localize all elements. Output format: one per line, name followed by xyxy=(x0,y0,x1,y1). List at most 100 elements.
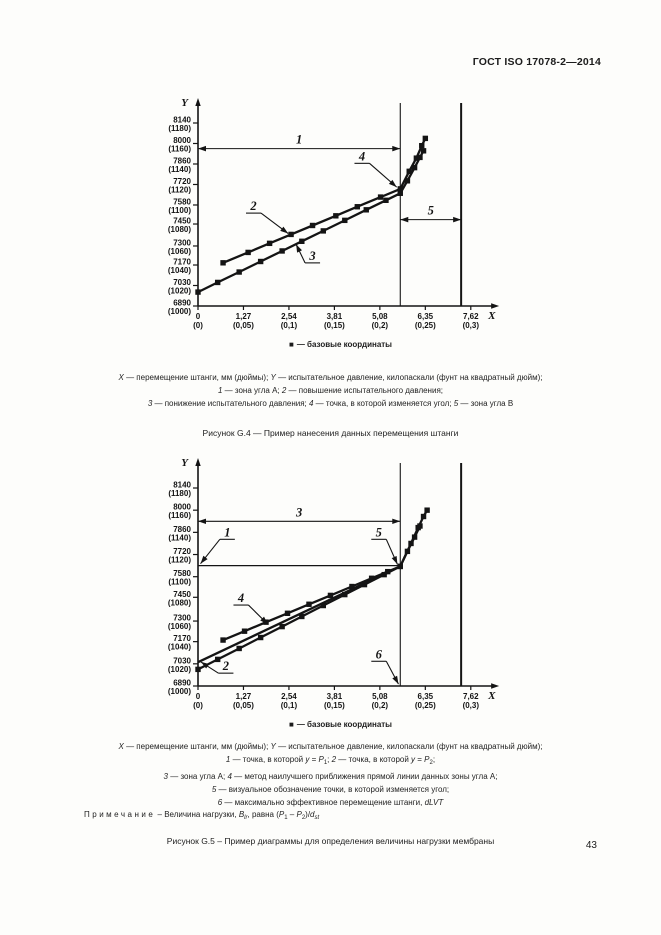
svg-text:(0): (0) xyxy=(193,701,203,710)
page-number: 43 xyxy=(585,840,597,851)
svg-text:(1180): (1180) xyxy=(168,489,191,498)
svg-text:0: 0 xyxy=(196,692,201,701)
svg-text:(1040): (1040) xyxy=(168,643,191,652)
caption-line: 1 — точка, в которой y = P1; 2 — точка, … xyxy=(225,755,436,766)
svg-text:(1160): (1160) xyxy=(168,144,191,153)
axes: Y X 8140(1180) 8000(1160) 7860(1140) 7720(112… xyxy=(168,97,500,330)
svg-text:(0,3): (0,3) xyxy=(463,321,480,330)
svg-text:1,27: 1,27 xyxy=(236,312,252,321)
svg-text:4: 4 xyxy=(358,149,365,163)
series-3 xyxy=(197,565,401,664)
figure-g4-chart: Y X 8140(1180) 8000(1160) 7860(1140) 7720(112… xyxy=(168,97,500,330)
figure-g5-title: Рисунок G.5 – Пример диаграммы для опред… xyxy=(166,836,495,846)
figure-g5-legend: ■ — базовые координаты xyxy=(148,720,533,729)
svg-text:(0,2): (0,2) xyxy=(372,701,389,710)
svg-text:8140: 8140 xyxy=(173,116,191,125)
svg-text:2: 2 xyxy=(222,659,229,673)
caption-line: X — перемещение штанги, мм (дюймы); Y — … xyxy=(118,742,543,751)
svg-text:1: 1 xyxy=(296,133,302,147)
svg-text:7450: 7450 xyxy=(173,217,191,226)
figure-g4-legend: ■ — базовые координаты xyxy=(148,340,533,349)
figure-g4-caption: X — перемещение штанги, мм (дюймы); Y — … xyxy=(0,371,661,410)
caption-line: 1 — зона угла А; 2 — повышение испытател… xyxy=(217,386,443,395)
svg-text:3: 3 xyxy=(308,249,315,263)
svg-text:Y: Y xyxy=(181,457,189,469)
annotations: 1 5 2 3 4 xyxy=(198,133,462,264)
caption-line: 5 — визуальное обозначение точки, в кото… xyxy=(211,785,450,794)
svg-text:(1140): (1140) xyxy=(168,533,191,542)
svg-text:(1060): (1060) xyxy=(168,622,191,631)
svg-text:7860: 7860 xyxy=(173,156,191,165)
svg-text:5: 5 xyxy=(376,525,382,539)
svg-text:1: 1 xyxy=(224,525,230,539)
figure-g4: Y X 8140 (1180) 8000 (1160) 7860 (1140) 7720 (112… xyxy=(148,93,533,349)
svg-text:(1100): (1100) xyxy=(168,578,191,587)
svg-text:2,54: 2,54 xyxy=(281,312,297,321)
svg-text:7450: 7450 xyxy=(173,590,191,599)
svg-text:7580: 7580 xyxy=(173,569,191,578)
svg-text:1,27: 1,27 xyxy=(236,692,252,701)
svg-text:7030: 7030 xyxy=(173,656,191,665)
svg-text:(0,3): (0,3) xyxy=(463,701,480,710)
svg-text:X: X xyxy=(487,690,496,702)
svg-text:6,35: 6,35 xyxy=(418,692,434,701)
axes: Y X 8140(1180) 8000(1160) 7860(1140) 7720(112… xyxy=(168,457,500,710)
svg-text:(1040): (1040) xyxy=(168,266,191,275)
svg-text:7720: 7720 xyxy=(173,177,191,186)
figure-g5-chart: Y X 8140(1180) 8000(1160) 7860(1140) 7720(112… xyxy=(168,457,500,710)
svg-text:8140: 8140 xyxy=(173,481,191,490)
series-1 xyxy=(220,507,430,643)
svg-text:(0,1): (0,1) xyxy=(281,321,298,330)
svg-text:6890: 6890 xyxy=(173,679,191,688)
svg-text:(1120): (1120) xyxy=(168,185,191,194)
svg-text:8000: 8000 xyxy=(173,503,191,512)
svg-text:3: 3 xyxy=(295,505,302,519)
svg-text:5,08: 5,08 xyxy=(372,692,388,701)
svg-text:(0,15): (0,15) xyxy=(324,321,345,330)
figure-g4-legend-label: — базовые координаты xyxy=(296,340,393,349)
figure-g4-title: Рисунок G.4 — Пример нанесения данных пе… xyxy=(202,428,459,438)
figure-g5-legend-label: — базовые координаты xyxy=(296,720,393,729)
svg-text:5,08: 5,08 xyxy=(372,312,388,321)
svg-text:(1060): (1060) xyxy=(168,247,191,256)
svg-text:(0): (0) xyxy=(193,321,203,330)
caption-line: 3 — понижение испытательного давления; 4… xyxy=(147,399,514,408)
svg-text:(1160): (1160) xyxy=(168,511,191,520)
svg-text:7,62: 7,62 xyxy=(463,692,479,701)
svg-text:4: 4 xyxy=(237,591,244,605)
svg-text:(0,05): (0,05) xyxy=(233,321,254,330)
series-1 xyxy=(220,135,429,266)
svg-text:(1120): (1120) xyxy=(168,556,191,565)
svg-text:7170: 7170 xyxy=(173,634,191,643)
svg-text:7300: 7300 xyxy=(173,614,191,623)
svg-text:(0,25): (0,25) xyxy=(415,701,436,710)
svg-text:6,35: 6,35 xyxy=(418,312,434,321)
caption-line: 6 — максимально эффективное перемещение … xyxy=(217,798,444,807)
svg-text:(0,05): (0,05) xyxy=(233,701,254,710)
reference-lines xyxy=(399,103,463,306)
svg-text:2,54: 2,54 xyxy=(281,692,297,701)
svg-text:(1100): (1100) xyxy=(168,206,191,215)
svg-text:7580: 7580 xyxy=(173,197,191,206)
svg-text:0: 0 xyxy=(196,312,201,321)
svg-text:(0,15): (0,15) xyxy=(324,701,345,710)
base-coordinates-marker-icon: ■ xyxy=(288,340,294,349)
svg-text:(1180): (1180) xyxy=(168,124,191,133)
svg-text:(1020): (1020) xyxy=(168,287,191,296)
svg-text:8000: 8000 xyxy=(173,136,191,145)
annotations: 3 1 5 4 2 6 xyxy=(198,505,401,685)
caption-line: Примечание – Величина нагрузки, Blr, рав… xyxy=(84,810,320,821)
svg-text:6: 6 xyxy=(376,647,383,661)
svg-text:5: 5 xyxy=(428,204,434,218)
document-number: ГОСТ ISO 17078-2—2014 xyxy=(472,56,601,68)
svg-text:(0,2): (0,2) xyxy=(372,321,389,330)
figure-g5-caption: X — перемещение штанги, мм (дюймы); Y — … xyxy=(0,740,661,809)
svg-text:Y: Y xyxy=(181,97,189,109)
svg-text:7860: 7860 xyxy=(173,525,191,534)
svg-text:(0,25): (0,25) xyxy=(415,321,436,330)
caption-line: 3 — зона угла А; 4 — метод наилучшего пр… xyxy=(163,772,498,781)
base-coordinates-marker-icon: ■ xyxy=(288,720,294,729)
svg-text:(1140): (1140) xyxy=(168,165,191,174)
reference-lines xyxy=(198,463,463,686)
svg-text:7170: 7170 xyxy=(173,258,191,267)
